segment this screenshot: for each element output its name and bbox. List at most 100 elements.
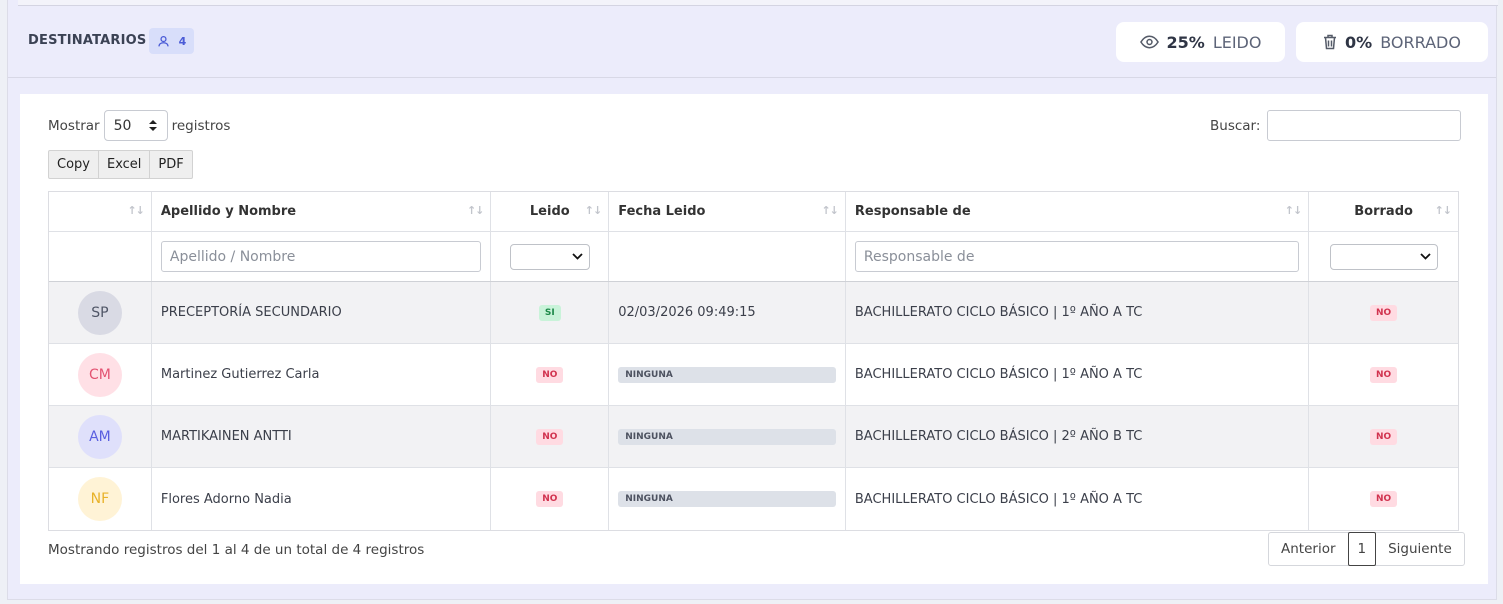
show-label: Mostrar xyxy=(48,117,100,134)
responsible-filter-placeholder: Responsable de xyxy=(863,248,975,265)
avatar-cell: CM xyxy=(49,344,152,405)
table-body: SP PRECEPTORÍA SECUNDARIO SI 02/03/2026 09:… xyxy=(49,282,1458,530)
column-header-label: Apellido y Nombre xyxy=(160,204,297,219)
deleted-cell: NO xyxy=(1309,282,1458,343)
trash-icon xyxy=(1324,34,1337,50)
responsible-filter-input[interactable]: Responsable de xyxy=(854,241,1300,272)
filter-cell-read xyxy=(491,232,610,281)
pagination: Anterior 1 Siguiente xyxy=(1268,532,1465,566)
column-header-label: Responsable de xyxy=(854,204,971,219)
recipient-name: Martinez Gutierrez Carla xyxy=(160,367,320,382)
deleted-status-badge: NO xyxy=(1370,491,1398,507)
table-header-row: ↑↓ Apellido y Nombre ↑↓ Leido ↑↓ Fecha Lei… xyxy=(49,192,1458,232)
column-header-name[interactable]: Apellido y Nombre ↑↓ xyxy=(152,192,492,231)
recipients-table: ↑↓ Apellido y Nombre ↑↓ Leido ↑↓ Fecha Lei… xyxy=(48,191,1459,531)
page-length-select[interactable]: 50 xyxy=(103,110,168,141)
section-title: DESTINATARIOS xyxy=(28,33,147,48)
page-length-value: 50 xyxy=(113,117,132,134)
column-header-deleted[interactable]: Borrado ↑↓ xyxy=(1309,192,1458,231)
read-date-cell: 02/03/2026 09:49:15 xyxy=(609,282,846,343)
copy-button[interactable]: Copy xyxy=(49,151,99,178)
prev-page-button[interactable]: Anterior xyxy=(1281,541,1336,557)
responsible-of: BACHILLERATO CICLO BÁSICO | 1º AÑO A TC xyxy=(854,367,1143,382)
read-percent: 25% xyxy=(1166,32,1205,52)
sort-updown-icon xyxy=(148,120,157,131)
read-date: NINGUNA xyxy=(618,366,836,383)
chevron-down-icon xyxy=(1419,253,1431,260)
sort-icon: ↑↓ xyxy=(584,204,602,217)
sort-icon: ↑↓ xyxy=(466,204,484,217)
pdf-button[interactable]: PDF xyxy=(158,157,184,172)
recipient-count-badge: 4 xyxy=(149,28,194,54)
read-status-badge: NO xyxy=(536,428,564,445)
sort-icon: ↑↓ xyxy=(1284,204,1302,217)
read-status-badge: NO xyxy=(536,491,564,507)
deleted-stat-card: 0% BORRADO xyxy=(1296,22,1488,62)
column-header-label: Leido xyxy=(529,204,570,219)
eye-icon xyxy=(1139,35,1159,49)
read-cell: SI xyxy=(491,282,610,343)
table-info: Mostrando registros del 1 al 4 de un tot… xyxy=(48,542,425,558)
column-header-avatar[interactable]: ↑↓ xyxy=(49,192,152,231)
next-page-button[interactable]: Siguiente xyxy=(1388,541,1452,557)
deleted-filter-select[interactable] xyxy=(1329,243,1438,270)
sort-icon: ↑↓ xyxy=(127,204,144,217)
responsible-cell: BACHILLERATO CICLO BÁSICO | 2º AÑO B TC xyxy=(846,406,1310,467)
column-header-label: Borrado xyxy=(1354,204,1413,219)
chevron-down-icon xyxy=(572,253,583,260)
column-header-responsible[interactable]: Responsable de ↑↓ xyxy=(846,192,1310,231)
table-row: NF Flores Adorno Nadia NO NINGUNA BACHILLERA… xyxy=(49,468,1458,530)
read-cell: NO xyxy=(491,468,610,530)
filter-cell-deleted xyxy=(1309,232,1458,281)
read-label: LEIDO xyxy=(1212,32,1262,52)
table-row: CM Martinez Gutierrez Carla NO NINGUNA BACHI… xyxy=(49,344,1458,406)
deleted-cell: NO xyxy=(1309,406,1458,467)
name-filter-placeholder: Apellido / Nombre xyxy=(169,248,296,265)
avatar: SP xyxy=(77,290,122,335)
column-header-read[interactable]: Leido ↑↓ xyxy=(491,192,610,231)
filter-cell-empty xyxy=(49,232,152,281)
search-input[interactable] xyxy=(1267,110,1462,141)
page-1-button[interactable]: 1 xyxy=(1347,532,1377,566)
recipient-name: PRECEPTORÍA SECUNDARIO xyxy=(160,305,342,320)
read-date: NINGUNA xyxy=(618,428,836,445)
responsible-of: BACHILLERATO CICLO BÁSICO | 1º AÑO A TC xyxy=(854,491,1143,507)
read-date-cell: NINGUNA xyxy=(609,406,846,467)
recipients-header: DESTINATARIOS 4 25% LEIDO 0% BORRADO xyxy=(8,7,1496,78)
deleted-label: BORRADO xyxy=(1380,32,1461,52)
deleted-cell: NO xyxy=(1309,344,1458,405)
filter-cell-empty xyxy=(609,232,846,281)
page-length-control: Mostrar 50 registros xyxy=(48,110,230,141)
sort-icon: ↑↓ xyxy=(1434,204,1452,217)
column-header-read-date[interactable]: Fecha Leido ↑↓ xyxy=(609,192,846,231)
responsible-cell: BACHILLERATO CICLO BÁSICO | 1º AÑO A TC xyxy=(846,468,1310,530)
name-cell: MARTIKAINEN ANTTI xyxy=(152,406,492,467)
excel-button[interactable]: Excel xyxy=(99,151,151,178)
deleted-cell: NO xyxy=(1309,468,1458,530)
read-cell: NO xyxy=(491,406,610,467)
avatar: AM xyxy=(77,414,122,459)
name-filter-input[interactable]: Apellido / Nombre xyxy=(160,241,482,272)
table-row: SP PRECEPTORÍA SECUNDARIO SI 02/03/2026 09:… xyxy=(49,282,1458,344)
read-date: 02/03/2026 09:49:15 xyxy=(618,305,756,320)
filter-row: Apellido / Nombre Responsable de xyxy=(49,232,1458,282)
recipient-name: Flores Adorno Nadia xyxy=(160,491,292,507)
responsible-of: BACHILLERATO CICLO BÁSICO | 1º AÑO A TC xyxy=(854,305,1143,320)
read-filter-select[interactable] xyxy=(509,243,590,270)
name-cell: PRECEPTORÍA SECUNDARIO xyxy=(152,282,492,343)
top-divider xyxy=(18,0,1498,6)
name-cell: Martinez Gutierrez Carla xyxy=(152,344,492,405)
recipient-count: 4 xyxy=(178,34,187,48)
read-date: NINGUNA xyxy=(618,491,836,507)
deleted-percent: 0% xyxy=(1345,32,1373,52)
search-control: Buscar: xyxy=(1210,110,1462,141)
recipients-panel: DESTINATARIOS 4 25% LEIDO 0% BORRADO Mos… xyxy=(7,0,1498,600)
read-status-badge: SI xyxy=(538,304,561,321)
filter-cell-responsible: Responsable de xyxy=(846,232,1310,281)
deleted-status-badge: NO xyxy=(1370,304,1398,321)
filter-cell-name: Apellido / Nombre xyxy=(152,232,492,281)
deleted-status-badge: NO xyxy=(1370,428,1398,445)
column-header-label: Fecha Leido xyxy=(618,204,706,219)
sort-icon: ↑↓ xyxy=(821,204,838,217)
search-label: Buscar: xyxy=(1210,117,1261,134)
